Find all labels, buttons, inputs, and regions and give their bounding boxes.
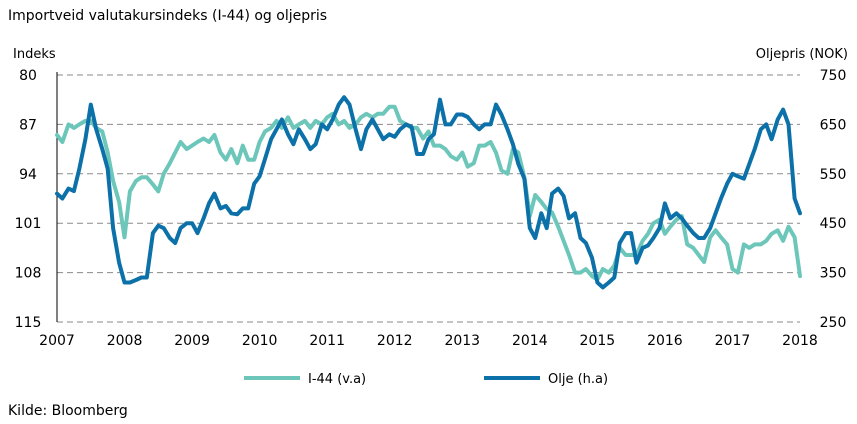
x-tick-label: 2012: [377, 333, 413, 349]
right-tick-label: 650: [820, 117, 847, 133]
right-tick-label: 750: [820, 68, 847, 84]
left-tick-label: 108: [15, 266, 42, 282]
right-tick-label: 450: [820, 216, 847, 232]
x-tick-label: 2011: [309, 333, 345, 349]
x-tick-label: 2016: [647, 333, 683, 349]
left-tick-label: 87: [19, 117, 37, 133]
x-tick-label: 2015: [580, 333, 616, 349]
x-tick-label: 2008: [107, 333, 143, 349]
x-tick-label: 2017: [715, 333, 751, 349]
series-line-i44: [55, 104, 802, 282]
series-layer: [55, 95, 802, 290]
x-tick-label: 2009: [174, 333, 210, 349]
x-tick-label: 2013: [444, 333, 480, 349]
x-tick-label: 2007: [39, 333, 75, 349]
x-tick-label: 2010: [242, 333, 278, 349]
left-axis-label: Indeks: [13, 47, 56, 62]
right-axis-label: Oljepris (NOK): [756, 47, 848, 62]
legend-label-olje: Olje (h.a): [548, 372, 608, 387]
right-tick-label: 250: [820, 315, 847, 331]
chart-title: Importveid valutakursindeks (I-44) og ol…: [8, 8, 327, 24]
right-tick-label: 350: [820, 266, 847, 282]
legend: I-44 (v.a) Olje (h.a): [244, 372, 608, 387]
gridlines: [57, 74, 800, 323]
left-tick-label: 94: [19, 167, 37, 183]
right-tick-label: 550: [820, 167, 847, 183]
x-tick-label: 2018: [782, 333, 818, 349]
source-note: Kilde: Bloomberg: [8, 403, 128, 419]
series-line-olje: [55, 95, 802, 290]
left-axis-ticks: 80 87 94 101 108 115: [15, 68, 42, 331]
x-axis-ticks: 2007 2008 2009 2010 2011 2012 2013 2014 2015 2016…: [39, 333, 818, 349]
x-tick-label: 2014: [512, 333, 548, 349]
left-tick-label: 80: [19, 68, 37, 84]
legend-label-i44: I-44 (v.a): [308, 372, 366, 387]
right-axis-ticks: 750 650 550 450 350 250: [820, 68, 847, 331]
left-tick-label: 115: [15, 315, 42, 331]
left-tick-label: 101: [15, 216, 42, 232]
